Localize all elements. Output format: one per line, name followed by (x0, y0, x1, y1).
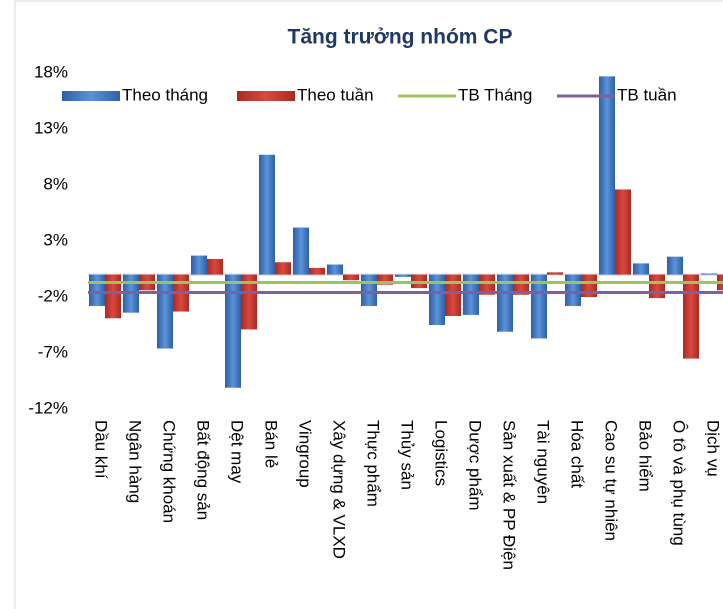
legend-label: TB Tháng (458, 85, 532, 104)
legend-swatch (62, 91, 120, 101)
chart-title: Tăng trưởng nhóm CP (288, 26, 513, 49)
bar (343, 274, 359, 281)
legend-label: Theo tháng (122, 85, 208, 104)
x-tick-label: Bán lẻ (262, 420, 281, 468)
x-tick-label: Dịch vụ (704, 420, 723, 477)
x-tick-label: Dệt may (228, 420, 247, 484)
x-tick-label: Cao su tự nhiên (602, 420, 621, 541)
y-tick-label: -2% (38, 286, 68, 305)
x-tick-label: Ngân hàng (126, 420, 145, 503)
x-tick-label: Bảo hiểm (636, 420, 655, 492)
y-tick-label: 18% (34, 62, 68, 81)
bar (429, 274, 445, 325)
bar (445, 274, 461, 317)
x-tick-label: Vingroup (296, 420, 315, 488)
x-tick-label: Logistics (432, 420, 451, 486)
x-tick-label: Thủy sản (398, 420, 417, 490)
x-tick-label: Ô tô và phụ tùng (670, 420, 689, 546)
bar (599, 76, 615, 275)
x-tick-label: Bất động sản (194, 420, 213, 520)
y-tick-label: -12% (28, 398, 68, 417)
bar (225, 274, 241, 388)
bar (105, 274, 121, 319)
bar (241, 274, 257, 330)
bar (259, 154, 275, 275)
x-tick-label: Dược phẩm (466, 420, 485, 511)
bar (497, 274, 513, 332)
bar (683, 274, 699, 359)
y-tick-label: -7% (38, 342, 68, 361)
bar (89, 274, 105, 306)
legend-swatch (237, 91, 295, 101)
bar (377, 274, 393, 285)
bar (463, 274, 479, 315)
y-tick-label: 3% (43, 230, 68, 249)
x-tick-label: Xây dựng & VLXD (330, 420, 349, 559)
bar (157, 274, 173, 349)
y-tick-label: 13% (34, 118, 68, 137)
legend-label: Theo tuần (297, 85, 374, 104)
x-tick-label: Sản xuất & PP Điện (500, 420, 519, 570)
bar (547, 272, 563, 275)
bar (667, 256, 683, 275)
bar (191, 255, 207, 275)
bar (275, 262, 291, 275)
bar (293, 227, 309, 275)
x-tick-label: Chứng khoán (160, 420, 179, 523)
bar (207, 258, 223, 275)
bar (701, 273, 717, 275)
legend-label: TB tuần (617, 85, 677, 104)
bar (649, 274, 665, 299)
bar (309, 267, 325, 275)
bar (565, 274, 581, 306)
x-tick-label: Dầu khí (92, 420, 111, 479)
bar (327, 264, 343, 275)
bar (479, 274, 495, 295)
x-tick-label: Hóa chất (568, 420, 587, 488)
y-tick-label: 8% (43, 174, 68, 193)
bar (531, 274, 547, 339)
bar (513, 274, 529, 295)
x-tick-label: Tài nguyên (534, 420, 553, 504)
bar (395, 274, 411, 277)
bar (633, 263, 649, 275)
bar (361, 274, 377, 306)
bar (615, 189, 631, 275)
x-tick-label: Thực phẩm (364, 420, 383, 507)
